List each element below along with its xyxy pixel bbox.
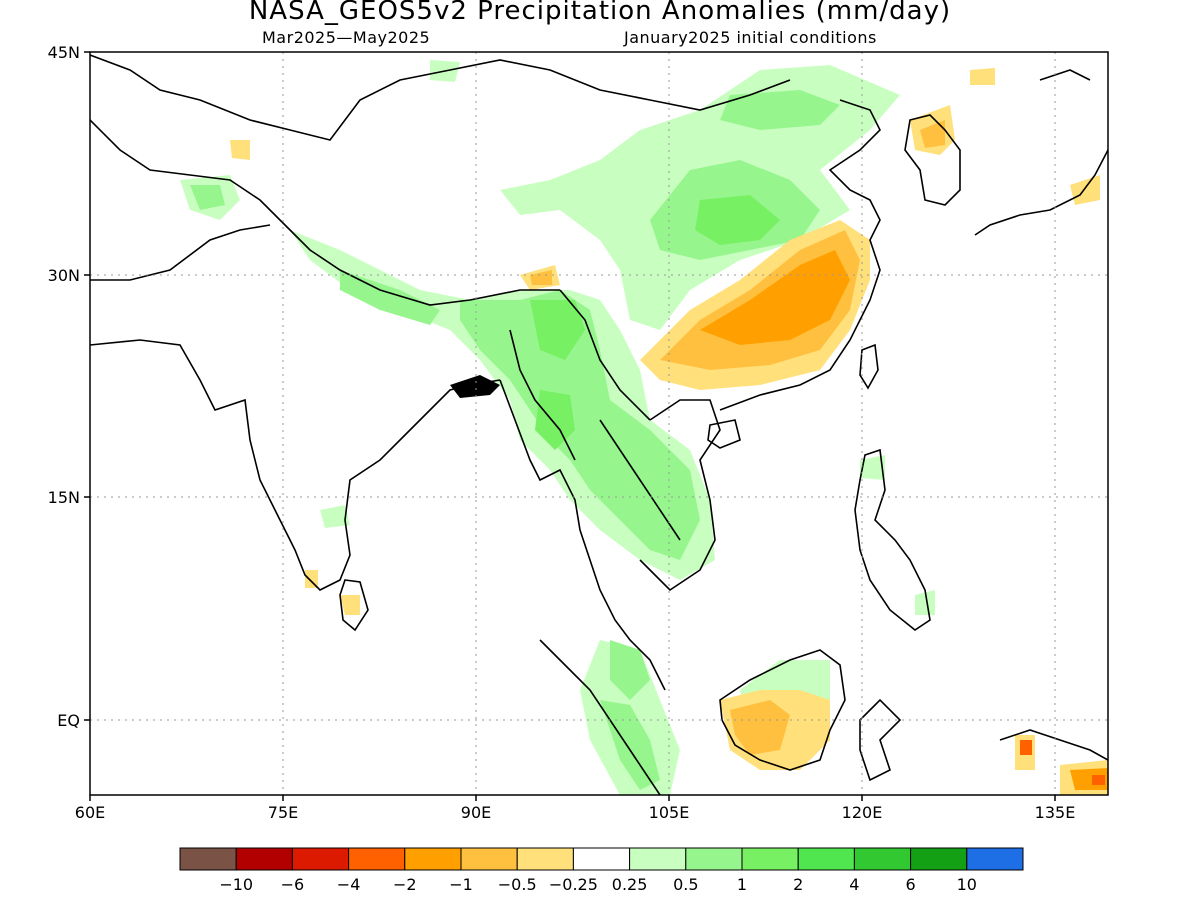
grid (90, 52, 1108, 795)
colorbar-label: 2 (793, 875, 803, 894)
colorbar-label: −2 (393, 875, 417, 894)
colorbar-label: 0.5 (673, 875, 698, 894)
colorbar-swatch (629, 847, 687, 871)
colorbar-swatch (741, 847, 799, 871)
ticks (84, 51, 1056, 801)
lon-label: 90E (461, 803, 491, 822)
colorbar-swatch (685, 847, 743, 871)
colorbar: −10 −6 −4 −2 −1 −0.5 −0.25 0.25 0.5 1 2 4 6 10 (179, 847, 1024, 894)
lon-label: 105E (649, 803, 690, 822)
colorbar-label: −1 (449, 875, 473, 894)
colorbar-swatch (291, 847, 350, 871)
map-title: NASA_GEOS5v2 Precipitation Anomalies (mm… (248, 0, 952, 26)
latitude-labels: 45N 30N 15N EQ (48, 43, 80, 730)
colorbar-swatch (572, 847, 631, 871)
colorbar-swatch (853, 847, 912, 871)
colorbar-label: −6 (281, 875, 305, 894)
lon-label: 120E (842, 803, 883, 822)
lat-label: 45N (48, 43, 80, 62)
colorbar-swatch (235, 847, 293, 871)
colorbar-swatch (460, 847, 518, 871)
lat-label: 15N (48, 488, 80, 507)
wet-anomaly-strong (530, 195, 780, 450)
lon-label: 60E (75, 803, 105, 822)
colorbar-label: −4 (337, 875, 361, 894)
lat-label: EQ (57, 711, 80, 730)
period-label: Mar2025—May2025 (262, 28, 431, 47)
colorbar-label: 0.25 (612, 875, 648, 894)
lon-label: 135E (1035, 803, 1076, 822)
anomaly-field (90, 54, 1108, 795)
dry-anomaly-severe (1020, 740, 1105, 785)
delta-coast (450, 375, 500, 398)
coastlines (90, 54, 1108, 795)
colorbar-label: 10 (957, 875, 977, 894)
colorbar-swatch (966, 847, 1024, 871)
colorbar-swatch (516, 847, 574, 871)
colorbar-swatch (404, 847, 462, 871)
lon-label: 75E (268, 803, 298, 822)
map-frame (89, 51, 1109, 796)
lat-label: 30N (48, 266, 80, 285)
wet-anomaly-medium (190, 90, 840, 790)
colorbar-label: 4 (849, 875, 859, 894)
colorbar-label: 6 (906, 875, 916, 894)
colorbar-label: −10 (219, 875, 253, 894)
colorbar-swatch (797, 847, 855, 871)
colorbar-label: −0.5 (498, 875, 537, 894)
longitude-labels: 60E 75E 90E 105E 120E 135E (75, 803, 1076, 822)
colorbar-swatch (910, 847, 968, 871)
initial-conditions-label: January2025 initial conditions (624, 28, 877, 47)
colorbar-swatch (348, 847, 406, 871)
colorbar-swatch (179, 847, 237, 871)
colorbar-label: −0.25 (549, 875, 598, 894)
colorbar-label: 1 (737, 875, 747, 894)
